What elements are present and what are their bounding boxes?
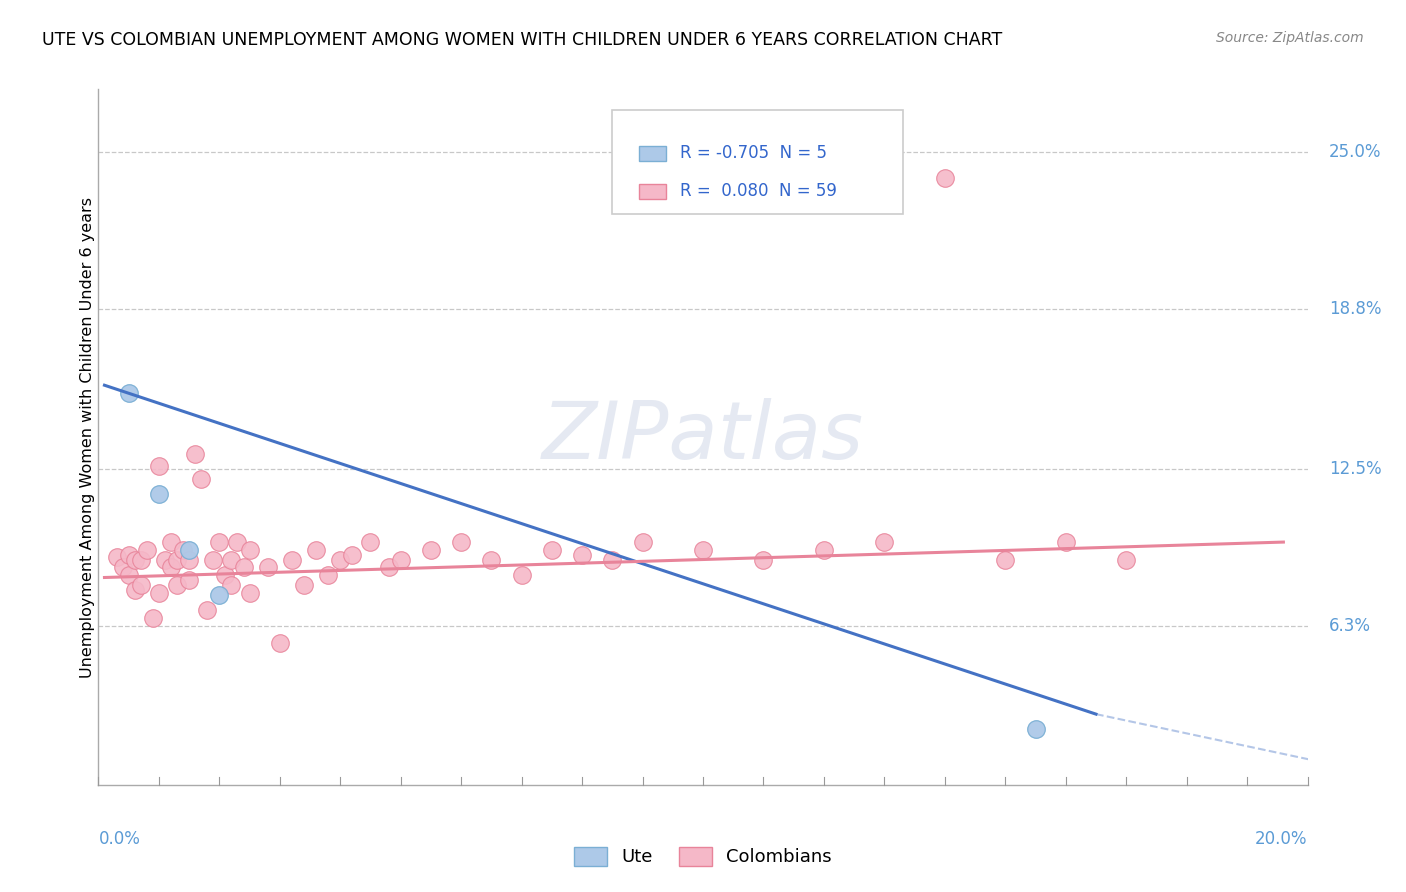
Point bbox=[1054, 535, 1077, 549]
Point bbox=[177, 553, 201, 567]
Point bbox=[118, 568, 141, 582]
Point bbox=[221, 553, 243, 567]
Point bbox=[934, 170, 956, 185]
Point bbox=[148, 459, 170, 474]
Point bbox=[226, 535, 249, 549]
Text: UTE VS COLOMBIAN UNEMPLOYMENT AMONG WOMEN WITH CHILDREN UNDER 6 YEARS CORRELATIO: UTE VS COLOMBIAN UNEMPLOYMENT AMONG WOME… bbox=[42, 31, 1002, 49]
Point bbox=[281, 553, 304, 567]
Point bbox=[752, 553, 775, 567]
Text: Source: ZipAtlas.com: Source: ZipAtlas.com bbox=[1216, 31, 1364, 45]
Point bbox=[232, 560, 254, 574]
Point bbox=[129, 553, 152, 567]
Y-axis label: Unemployment Among Women with Children Under 6 years: Unemployment Among Women with Children U… bbox=[80, 196, 94, 678]
Point bbox=[142, 611, 165, 625]
Point bbox=[118, 385, 141, 400]
Point bbox=[172, 542, 194, 557]
Point bbox=[239, 585, 262, 599]
Point bbox=[153, 553, 176, 567]
Point bbox=[994, 553, 1017, 567]
Point bbox=[160, 560, 183, 574]
Text: R =  0.080  N = 59: R = 0.080 N = 59 bbox=[681, 182, 837, 200]
Point bbox=[239, 542, 262, 557]
Point bbox=[269, 636, 291, 650]
Point bbox=[292, 578, 315, 592]
Text: 18.8%: 18.8% bbox=[1329, 301, 1381, 318]
FancyBboxPatch shape bbox=[638, 184, 665, 199]
Point bbox=[419, 542, 441, 557]
Point bbox=[135, 542, 157, 557]
Point bbox=[111, 560, 134, 574]
Point bbox=[177, 573, 201, 587]
Point bbox=[256, 560, 278, 574]
Point bbox=[1024, 723, 1046, 737]
Point bbox=[208, 588, 231, 602]
Text: 20.0%: 20.0% bbox=[1256, 830, 1308, 847]
Point bbox=[105, 550, 128, 565]
Point bbox=[166, 578, 188, 592]
Point bbox=[148, 487, 170, 501]
Point bbox=[540, 542, 562, 557]
Text: ZIPatlas: ZIPatlas bbox=[541, 398, 865, 476]
Point bbox=[118, 548, 141, 562]
Point bbox=[571, 548, 593, 562]
Point bbox=[208, 535, 231, 549]
Point bbox=[160, 535, 183, 549]
Point bbox=[1115, 553, 1137, 567]
Point bbox=[602, 553, 624, 567]
Text: 12.5%: 12.5% bbox=[1329, 459, 1381, 478]
Point bbox=[124, 553, 146, 567]
Point bbox=[510, 568, 533, 582]
Text: 0.0%: 0.0% bbox=[98, 830, 141, 847]
Text: 25.0%: 25.0% bbox=[1329, 144, 1381, 161]
Point bbox=[214, 568, 236, 582]
Point bbox=[166, 553, 188, 567]
Point bbox=[360, 535, 382, 549]
Point bbox=[124, 583, 146, 598]
Text: 6.3%: 6.3% bbox=[1329, 616, 1371, 634]
Point bbox=[190, 472, 212, 486]
Point bbox=[873, 535, 896, 549]
Point bbox=[221, 578, 243, 592]
Point bbox=[389, 553, 412, 567]
Point bbox=[377, 560, 399, 574]
Text: R = -0.705  N = 5: R = -0.705 N = 5 bbox=[681, 145, 827, 162]
Point bbox=[329, 553, 352, 567]
Point bbox=[202, 553, 225, 567]
FancyBboxPatch shape bbox=[612, 110, 903, 214]
Point bbox=[342, 548, 364, 562]
Point bbox=[481, 553, 503, 567]
Point bbox=[305, 542, 328, 557]
Legend: Ute, Colombians: Ute, Colombians bbox=[574, 847, 832, 866]
Point bbox=[316, 568, 339, 582]
Point bbox=[631, 535, 654, 549]
Point bbox=[692, 542, 714, 557]
FancyBboxPatch shape bbox=[638, 145, 665, 161]
Point bbox=[195, 603, 218, 617]
Point bbox=[129, 578, 152, 592]
Point bbox=[450, 535, 472, 549]
Point bbox=[177, 542, 201, 557]
Point bbox=[813, 542, 835, 557]
Point bbox=[148, 585, 170, 599]
Point bbox=[184, 446, 207, 460]
